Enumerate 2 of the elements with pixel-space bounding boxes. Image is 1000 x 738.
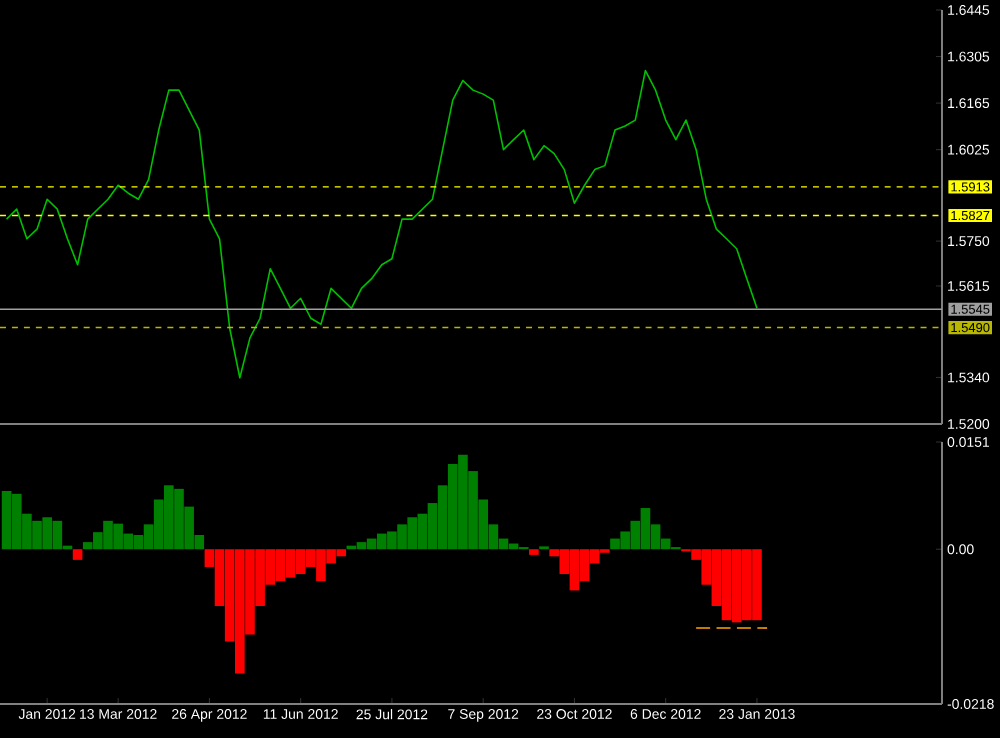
- bar: [72, 549, 83, 560]
- bar: [529, 549, 539, 555]
